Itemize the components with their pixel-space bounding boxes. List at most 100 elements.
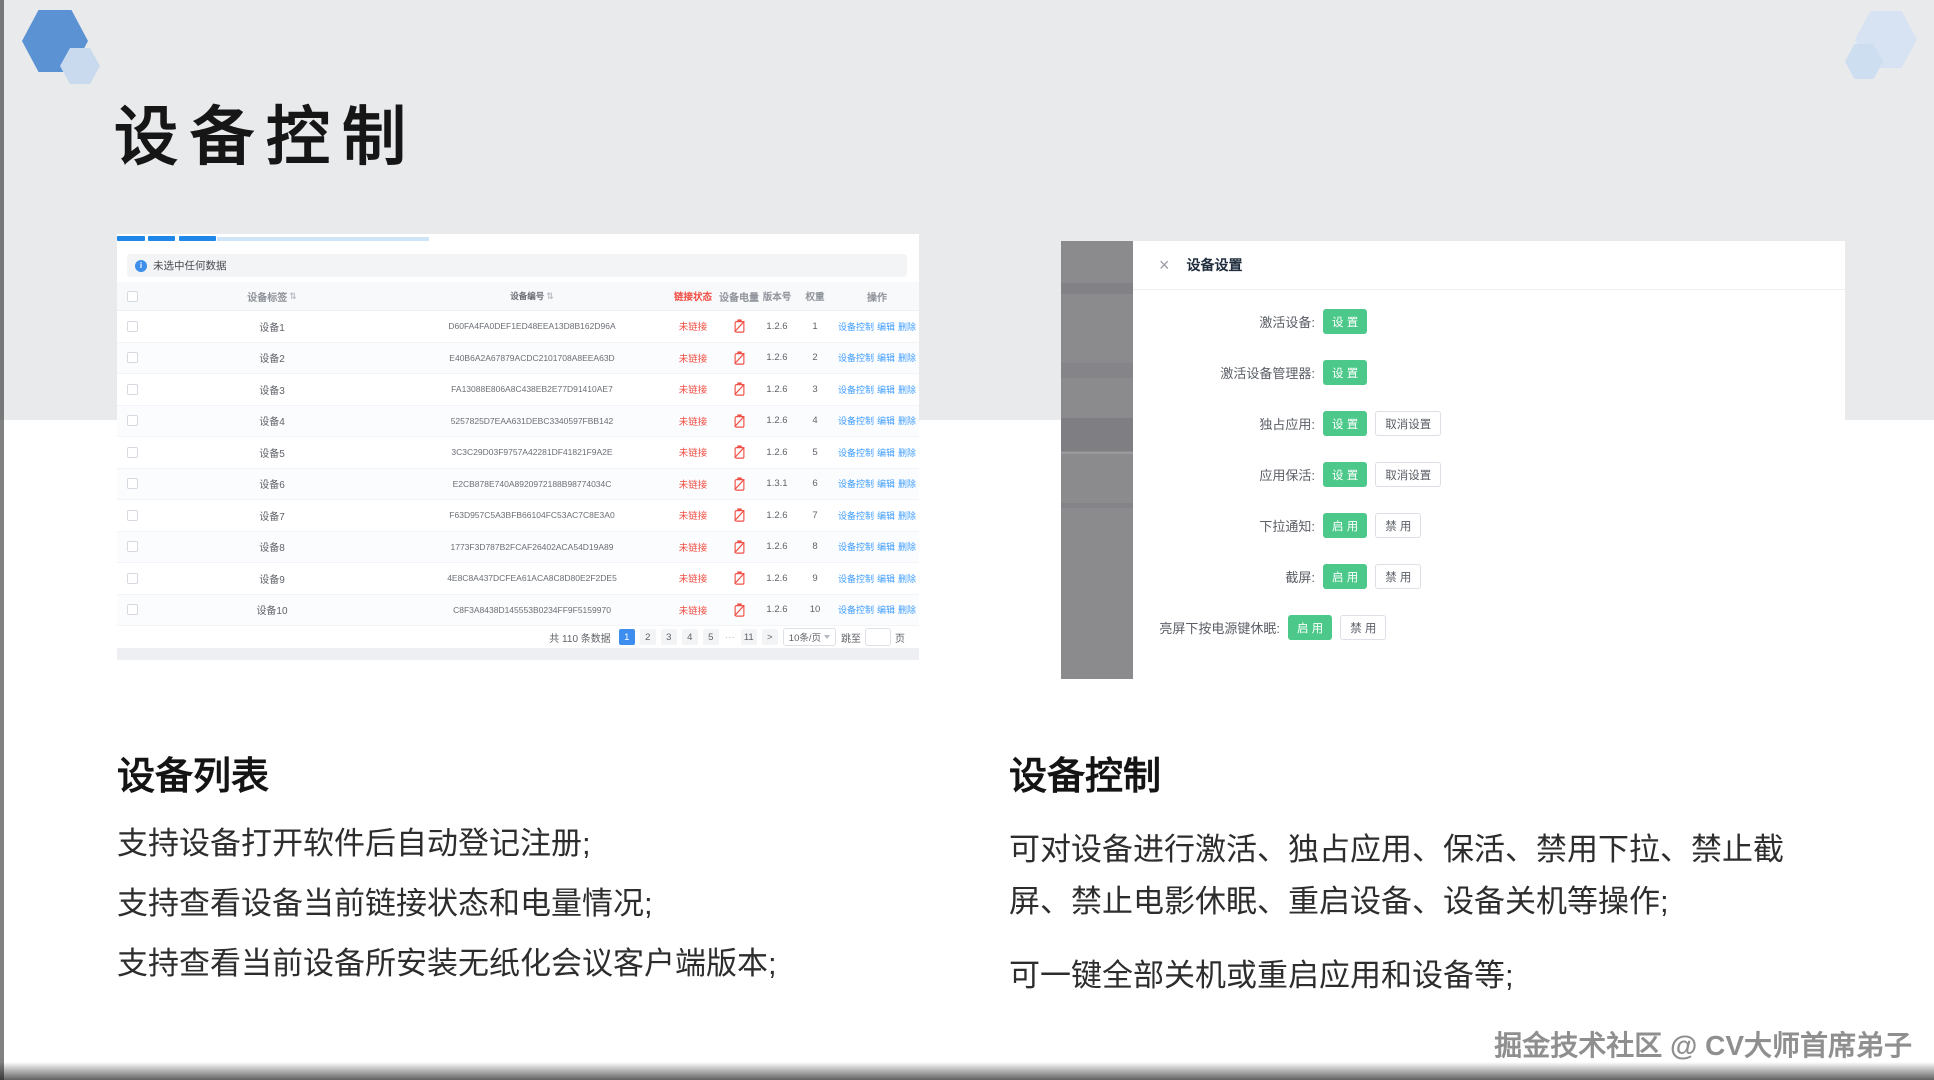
device-label: 设备1 [259, 322, 285, 334]
jump-page-input[interactable] [865, 628, 891, 646]
primary-action-button[interactable]: 设 置 [1323, 360, 1368, 385]
feature-line: 支持查看当前设备所安装无纸化会议客户端版本; [117, 946, 777, 981]
page-title: 设备控制 [114, 101, 418, 173]
delete-link[interactable]: 删除 [898, 353, 917, 364]
sort-icon[interactable]: ⇅ [289, 290, 297, 301]
table-row: 设备1 D60FA4FA0DEF1ED48EEA13D8B162D96A 未链接… [117, 311, 919, 343]
page-button[interactable]: 4 [681, 629, 698, 645]
edit-link[interactable]: 编辑 [876, 510, 895, 521]
weight-value: 6 [812, 478, 818, 490]
primary-action-button[interactable]: 启 用 [1288, 615, 1333, 640]
delete-link[interactable]: 删除 [898, 321, 917, 332]
row-checkbox[interactable] [126, 541, 138, 553]
device-label: 设备5 [259, 448, 285, 460]
settings-drawer: × 设备设置 激活设备: 设 置 激活设备管理器: 设 置 独占应用: 设 置取… [1133, 241, 1845, 679]
secondary-action-button[interactable]: 取消设置 [1375, 411, 1442, 436]
device-id: FA13088E806A8C438EB2E77D91410AE7 [451, 384, 613, 395]
tab-underline [217, 237, 429, 241]
edit-link[interactable]: 编辑 [876, 321, 895, 332]
page-button[interactable]: 2 [639, 629, 656, 645]
delete-link[interactable]: 删除 [898, 510, 917, 521]
secondary-action-button[interactable]: 禁 用 [1375, 513, 1422, 538]
primary-action-button[interactable]: 启 用 [1323, 513, 1368, 538]
settings-label: 亮屏下按电源键休眠: [1159, 621, 1280, 636]
row-checkbox[interactable] [126, 383, 138, 395]
device-id: D60FA4FA0DEF1ED48EEA13D8B162D96A [448, 321, 616, 332]
version-number: 1.2.6 [766, 572, 788, 584]
table-row: 设备7 F63D957C5A3BFB66104FC53AC7C8E3A0 未链接… [117, 500, 919, 532]
row-checkbox[interactable] [126, 572, 138, 584]
column-actions: 操作 [867, 292, 887, 304]
device-control-link[interactable]: 设备控制 [837, 321, 874, 332]
row-checkbox[interactable] [126, 509, 138, 521]
device-control-link[interactable]: 设备控制 [837, 573, 874, 584]
secondary-action-button[interactable]: 取消设置 [1375, 462, 1442, 487]
page-size-select[interactable]: 10条/页 [782, 628, 836, 646]
page-button[interactable]: 1 [618, 629, 635, 645]
delete-link[interactable]: 删除 [898, 479, 917, 490]
table-header: 设备标签 ⇅ 设备编号 ⇅ 链接状态 设备电量 版本号 权重 操作 [117, 282, 919, 311]
delete-link[interactable]: 删除 [898, 605, 917, 616]
device-control-link[interactable]: 设备控制 [837, 353, 874, 364]
edit-link[interactable]: 编辑 [876, 416, 895, 427]
page-button[interactable]: 11 [740, 629, 757, 645]
settings-row: 激活设备: 设 置 [1133, 296, 1845, 347]
row-checkbox[interactable] [126, 446, 138, 458]
device-control-link[interactable]: 设备控制 [837, 479, 874, 490]
jump-suffix: 页 [895, 633, 905, 645]
settings-row: 下拉通知: 启 用禁 用 [1133, 500, 1845, 551]
secondary-action-button[interactable]: 禁 用 [1340, 615, 1387, 640]
dimmed-sidebar [1061, 241, 1133, 679]
primary-action-button[interactable]: 设 置 [1323, 309, 1368, 334]
primary-action-button[interactable]: 设 置 [1323, 411, 1368, 436]
page-button[interactable]: 5 [702, 629, 719, 645]
watermark: 掘金技术社区 @ CV大师首席弟子 [1494, 1030, 1912, 1061]
device-control-link[interactable]: 设备控制 [837, 510, 874, 521]
table-row: 设备10 C8F3A8438D145553B0234FF9F5159970 未链… [117, 594, 919, 626]
pagination-bar: 共 110 条数据 1 2 3 4 5 ··· 11 > 10条/页 跳至 页 [117, 626, 919, 648]
settings-label: 下拉通知: [1259, 519, 1315, 534]
link-status: 未链接 [678, 385, 708, 397]
sort-icon[interactable]: ⇅ [546, 290, 554, 301]
device-control-link[interactable]: 设备控制 [837, 605, 874, 616]
row-checkbox[interactable] [126, 352, 138, 364]
edit-link[interactable]: 编辑 [876, 479, 895, 490]
edit-link[interactable]: 编辑 [876, 353, 895, 364]
row-checkbox[interactable] [126, 604, 138, 616]
row-checkbox[interactable] [126, 320, 138, 332]
close-icon[interactable]: × [1159, 255, 1170, 275]
row-checkbox[interactable] [126, 415, 138, 427]
device-label: 设备8 [259, 543, 285, 555]
edit-link[interactable]: 编辑 [876, 605, 895, 616]
row-checkbox[interactable] [126, 478, 138, 490]
link-status: 未链接 [678, 605, 708, 617]
tab-indicator-3[interactable] [179, 236, 216, 241]
device-control-link[interactable]: 设备控制 [837, 542, 874, 553]
edit-link[interactable]: 编辑 [876, 573, 895, 584]
page-button[interactable]: 3 [660, 629, 677, 645]
delete-link[interactable]: 删除 [898, 542, 917, 553]
device-label: 设备4 [259, 417, 285, 429]
device-label: 设备10 [256, 606, 288, 618]
delete-link[interactable]: 删除 [898, 573, 917, 584]
delete-link[interactable]: 删除 [898, 384, 917, 395]
device-control-link[interactable]: 设备控制 [837, 384, 874, 395]
chevron-down-icon [824, 635, 830, 639]
tab-indicator-1[interactable] [117, 236, 145, 241]
delete-link[interactable]: 删除 [898, 447, 917, 458]
next-page-button[interactable]: > [761, 629, 778, 645]
select-all-checkbox[interactable] [126, 290, 138, 302]
device-control-link[interactable]: 设备控制 [837, 447, 874, 458]
device-control-link[interactable]: 设备控制 [837, 416, 874, 427]
bottom-edge-shadow [0, 1062, 1934, 1080]
edit-link[interactable]: 编辑 [876, 384, 895, 395]
no-battery-icon [733, 445, 745, 459]
tab-indicator-2[interactable] [148, 236, 175, 241]
edit-link[interactable]: 编辑 [876, 447, 895, 458]
primary-action-button[interactable]: 设 置 [1323, 462, 1368, 487]
primary-action-button[interactable]: 启 用 [1323, 564, 1368, 589]
sidebar-band [1061, 503, 1133, 508]
delete-link[interactable]: 删除 [898, 416, 917, 427]
edit-link[interactable]: 编辑 [876, 542, 895, 553]
secondary-action-button[interactable]: 禁 用 [1375, 564, 1422, 589]
